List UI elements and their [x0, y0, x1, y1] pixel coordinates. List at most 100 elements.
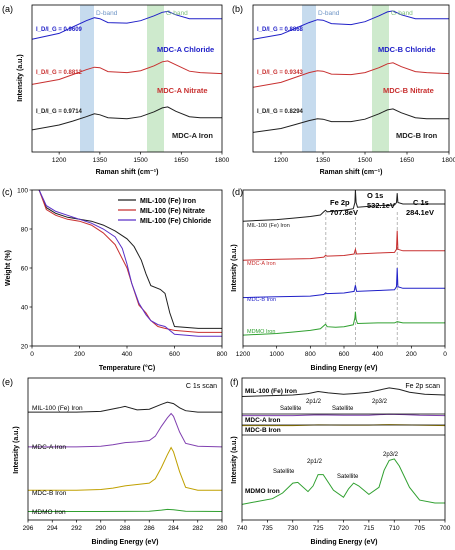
- panel-a-ratio-nitrate: I_D/I_G = 0.8812: [36, 70, 83, 76]
- panel-b-g-band-label: G-band: [391, 10, 413, 17]
- panel-f-xtick-label-8: 700: [440, 525, 451, 532]
- panel-e-xtick-label-8: 280: [217, 525, 228, 532]
- panel-d-curve-mdcb: MDC-B Iron: [247, 297, 276, 303]
- panel-d-xtick-label-2: 800: [305, 351, 316, 358]
- panel-f-mdmo-2p32: 2p3/2: [383, 452, 399, 458]
- panel-f-xtick-label-0: 740: [237, 525, 248, 532]
- panel-d-xtick-label-5: 200: [406, 351, 417, 358]
- panel-c-xtick-label-4: 800: [217, 351, 228, 358]
- panel-b-ratio-chloride: I_D/I_G = 0.8868: [257, 27, 304, 33]
- panel-c-ytick-label-1: 40: [21, 304, 29, 311]
- panel-e-xtick-label-2: 292: [71, 525, 82, 532]
- panel-f-series-1: [242, 413, 446, 417]
- panel-f-series-0: [241, 387, 446, 397]
- panel-f: (f) Fe 2p scan MIL-100 (Fe) Iron MDC-A I…: [230, 377, 451, 546]
- legend-label-chloride: MIL-100 (Fe) Chloride: [140, 218, 211, 225]
- panel-e-xlabel: Binding Energy (eV): [92, 539, 159, 546]
- panel-e-plot: [28, 401, 223, 512]
- panel-d: (d) Fe 2p 707.8eV O 1s 532.1eV C 1s 284.…: [231, 187, 447, 372]
- panel-b-curve-nitrate: MDC-B Nitrate: [383, 86, 434, 95]
- panel-c-plot: [38, 189, 222, 337]
- panel-a-xtick-label-0: 1200: [52, 157, 67, 164]
- panel-a-label: (a): [2, 4, 13, 14]
- panel-b-xtick-label-0: 1200: [274, 157, 289, 164]
- panel-e-xtick-label-3: 290: [95, 525, 106, 532]
- panel-e-xtick-label-6: 284: [168, 525, 179, 532]
- panel-e-xtick-label-0: 296: [23, 525, 34, 532]
- panel-a-ratio-iron: I_D/I_G = 0.9714: [36, 109, 83, 115]
- panel-a-series-2: [31, 106, 222, 131]
- panel-a-curve-nitrate: MDC-A Nitrate: [157, 86, 208, 95]
- panel-f-mdmo-satellite-1: Satellite: [273, 469, 295, 475]
- panel-f-label: (f): [230, 377, 239, 387]
- panel-d-xtick-label-0: 1200: [236, 351, 251, 358]
- panel-d-fe-energy: 707.8eV: [330, 208, 358, 217]
- panel-b-frame: [252, 4, 450, 153]
- panel-f-curve-mdcb: MDC-B Iron: [245, 427, 281, 434]
- panel-d-series-3: [242, 311, 445, 336]
- panel-b-g-band-highlight: [372, 5, 389, 152]
- panel-b-ratio-nitrate: I_D/I_G = 0.9343: [257, 70, 304, 76]
- panel-a-xlabel: Raman shift (cm⁻¹): [96, 169, 159, 176]
- panel-f-mil-satellite-1: Satellite: [280, 406, 302, 412]
- panel-f-xtick-label-3: 725: [313, 525, 324, 532]
- panel-d-c-element: C 1s: [413, 198, 429, 207]
- panel-d-xtick-label-1: 1000: [269, 351, 284, 358]
- panel-d-xtick-label-6: 0: [443, 351, 447, 358]
- panel-c-label: (c): [2, 187, 13, 197]
- panel-f-mdmo-satellite-2: Satellite: [337, 474, 359, 480]
- panel-b-xtick-label-1: 1350: [316, 157, 331, 164]
- panel-a-d-band-highlight: [80, 5, 94, 152]
- panel-e-xtick-label-1: 294: [47, 525, 58, 532]
- panel-a-g-band-label: G-band: [166, 10, 188, 17]
- panel-b-xtick-label-3: 1650: [400, 157, 415, 164]
- panel-e-xticks: 296 294 292 290 288 286 284 282 280: [23, 520, 228, 532]
- panel-a-series-0: [31, 10, 222, 40]
- panel-b: (b) D-band G-band I_D/I_G = 0.8868 I_D/I…: [232, 4, 455, 176]
- panel-f-curve-mil100: MIL-100 (Fe) Iron: [245, 388, 297, 395]
- panel-b-label: (b): [232, 4, 243, 14]
- panel-c-yticks: 20 40 60 80 100: [17, 187, 32, 350]
- panel-c-xtick-label-1: 200: [74, 351, 85, 358]
- panel-d-o-energy: 532.1eV: [367, 201, 395, 210]
- panel-a-d-band-label: D-band: [96, 10, 118, 17]
- panel-c-xtick-label-2: 400: [122, 351, 133, 358]
- panel-b-xtick-label-2: 1500: [358, 157, 373, 164]
- panel-d-series-1: [242, 230, 445, 261]
- panel-b-d-band-highlight: [302, 5, 316, 152]
- panel-d-curve-mdmo: MDMO Iron: [247, 329, 275, 335]
- panel-b-curve-iron: MDC-B Iron: [396, 131, 438, 140]
- panel-e-series-2: [28, 446, 222, 491]
- panel-e-xtick-label-4: 288: [120, 525, 131, 532]
- panel-f-xtick-label-1: 735: [262, 525, 273, 532]
- panel-e-curve-mdcb: MDC-B Iron: [32, 490, 67, 497]
- panel-d-series-0: [242, 189, 445, 222]
- panel-e-xtick-label-5: 286: [144, 525, 155, 532]
- panel-d-xtick-label-4: 400: [372, 351, 383, 358]
- panel-b-series-2: [252, 108, 449, 133]
- panel-d-series-2: [242, 267, 445, 299]
- panel-d-xticks: 1200 1000 800 600 400 200 0: [236, 346, 447, 358]
- panel-e-curve-mil100: MIL-100 (Fe) Iron: [32, 405, 83, 412]
- panel-f-curve-mdmo: MDMO Iron: [245, 488, 280, 495]
- panel-d-c-energy: 284.1eV: [406, 208, 434, 217]
- panel-c-series-0: [38, 189, 222, 329]
- panel-f-mil-2p12: 2p1/2: [306, 399, 322, 405]
- panel-e-ylabel: Intensity (a.u.): [13, 426, 20, 473]
- legend-label-iron: MIL-100 (Fe) Iron: [140, 198, 196, 205]
- panel-e-label: (e): [2, 377, 13, 387]
- panel-e-curve-mdca: MDC-A Iron: [32, 444, 66, 451]
- panel-d-fe-element: Fe 2p: [330, 198, 350, 207]
- panel-b-xlabel: Raman shift (cm⁻¹): [320, 169, 383, 176]
- panel-d-ylabel: Intensity (a.u.): [231, 244, 238, 291]
- panel-a-curve-iron: MDC-A Iron: [172, 131, 213, 140]
- panel-c: (c) MIL-100 (Fe) Iron MIL-100 (Fe) Nitra…: [2, 187, 228, 372]
- panel-b-series-1: [252, 62, 450, 88]
- panel-a-xtick-label-2: 1500: [133, 157, 148, 164]
- panel-d-label: (d): [232, 187, 243, 197]
- panel-c-xlabel: Temperature (°C): [99, 364, 155, 372]
- panel-a-g-band-highlight: [147, 5, 164, 152]
- panel-b-ratio-iron: I_D/I_G = 0.8294: [257, 109, 304, 115]
- panel-f-xtick-label-5: 715: [363, 525, 374, 532]
- panel-e-series-1: [28, 412, 223, 448]
